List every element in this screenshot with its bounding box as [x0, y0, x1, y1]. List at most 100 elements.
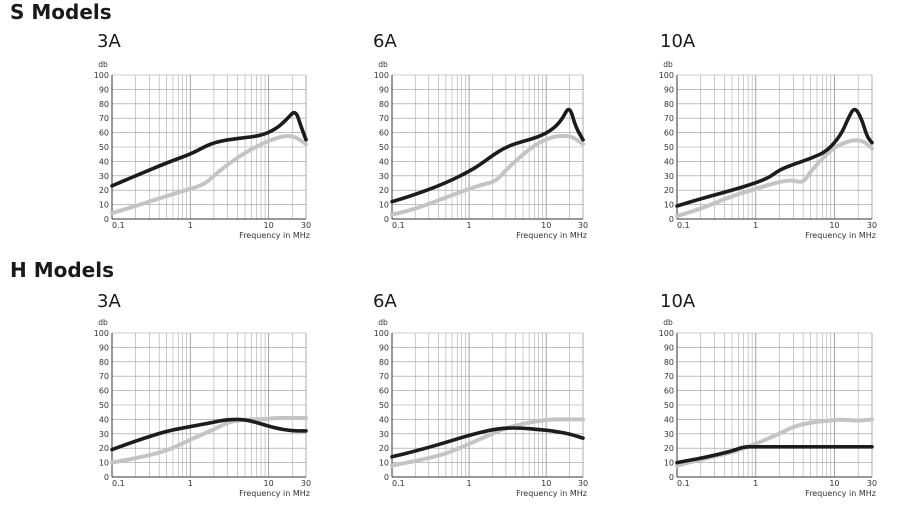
- y-tick-label: 50: [664, 401, 674, 410]
- y-tick-label: 30: [379, 430, 389, 439]
- y-tick-label: 90: [664, 343, 674, 352]
- y-tick-label: 100: [659, 71, 674, 80]
- x-tick-label: 1: [753, 221, 758, 230]
- y-tick-label: 60: [664, 129, 674, 138]
- y-tick-label: 40: [379, 157, 389, 166]
- x-tick-label: 10: [541, 221, 551, 230]
- y-tick-label: 100: [374, 329, 389, 338]
- y-tick-label: 0: [104, 473, 109, 482]
- y-tick-label: 30: [99, 172, 109, 181]
- x-tick-label: 10: [541, 479, 551, 488]
- y-tick-label: 10: [664, 459, 674, 468]
- y-tick-label: 100: [374, 71, 389, 80]
- series-line-dark: [675, 107, 874, 208]
- y-tick-label: 100: [94, 71, 109, 80]
- y-tick-label: 40: [379, 415, 389, 424]
- x-tick-label: 0.1: [112, 479, 125, 488]
- x-axis-label: Frequency in MHz: [239, 231, 310, 240]
- x-tick-label: 30: [578, 479, 588, 488]
- x-axis-label: Frequency in MHz: [805, 231, 876, 240]
- y-tick-label: 70: [379, 114, 389, 123]
- y-tick-label: 0: [669, 215, 674, 224]
- y-tick-label: 90: [379, 85, 389, 94]
- y-tick-label: 90: [99, 85, 109, 94]
- x-axis-label: Frequency in MHz: [805, 489, 876, 498]
- y-tick-label: 70: [379, 372, 389, 381]
- y-tick-label: 20: [99, 444, 109, 453]
- chart-title-s-6a: 6A: [373, 31, 397, 52]
- x-tick-label: 0.1: [677, 221, 690, 230]
- y-axis-label: db: [98, 318, 108, 327]
- y-tick-label: 10: [379, 459, 389, 468]
- x-tick-label: 30: [301, 479, 311, 488]
- y-tick-label: 90: [664, 85, 674, 94]
- x-tick-label: 30: [578, 221, 588, 230]
- y-tick-label: 10: [664, 201, 674, 210]
- y-tick-label: 50: [99, 401, 109, 410]
- x-tick-label: 0.1: [677, 479, 690, 488]
- y-tick-label: 10: [379, 201, 389, 210]
- series-line-dark: [110, 110, 308, 188]
- y-axis-label: db: [98, 60, 108, 69]
- y-tick-label: 0: [384, 215, 389, 224]
- x-axis-label: Frequency in MHz: [516, 231, 587, 240]
- y-axis-label: db: [663, 60, 673, 69]
- y-tick-label: 70: [99, 114, 109, 123]
- x-tick-label: 10: [829, 479, 839, 488]
- series-line-light: [390, 417, 585, 468]
- y-tick-label: 60: [379, 129, 389, 138]
- y-tick-label: 20: [379, 186, 389, 195]
- y-tick-label: 40: [99, 415, 109, 424]
- y-tick-label: 20: [664, 444, 674, 453]
- x-axis-label: Frequency in MHz: [239, 489, 310, 498]
- chart-title-s-3a: 3A: [97, 31, 121, 52]
- x-tick-label: 30: [867, 221, 877, 230]
- series-line-light: [390, 133, 585, 217]
- y-tick-label: 50: [379, 401, 389, 410]
- section-title-s-models: S Models: [10, 0, 112, 24]
- series-line-dark: [390, 107, 585, 204]
- y-tick-label: 40: [664, 415, 674, 424]
- y-tick-label: 80: [379, 358, 389, 367]
- y-tick-label: 10: [99, 459, 109, 468]
- y-tick-label: 90: [379, 343, 389, 352]
- y-tick-label: 30: [664, 172, 674, 181]
- x-tick-label: 0.1: [112, 221, 125, 230]
- x-tick-label: 30: [301, 221, 311, 230]
- x-tick-label: 30: [867, 479, 877, 488]
- y-tick-label: 60: [99, 387, 109, 396]
- series-line-light: [110, 133, 308, 216]
- y-tick-label: 60: [99, 129, 109, 138]
- series-line-dark: [675, 444, 874, 465]
- y-tick-label: 50: [99, 143, 109, 152]
- chart-title-h-6a: 6A: [373, 291, 397, 312]
- y-tick-label: 40: [664, 157, 674, 166]
- y-tick-label: 80: [664, 100, 674, 109]
- y-axis-label: db: [378, 318, 388, 327]
- y-tick-label: 30: [664, 430, 674, 439]
- x-tick-label: 1: [467, 221, 472, 230]
- series-line-dark: [390, 426, 585, 459]
- x-tick-label: 0.1: [392, 479, 405, 488]
- y-tick-label: 100: [94, 329, 109, 338]
- y-tick-label: 80: [99, 358, 109, 367]
- series-line-light: [110, 416, 308, 465]
- y-tick-label: 0: [104, 215, 109, 224]
- y-tick-label: 50: [664, 143, 674, 152]
- y-tick-label: 100: [659, 329, 674, 338]
- y-tick-label: 80: [664, 358, 674, 367]
- y-tick-label: 0: [669, 473, 674, 482]
- y-tick-label: 30: [379, 172, 389, 181]
- y-tick-label: 80: [379, 100, 389, 109]
- y-tick-label: 20: [664, 186, 674, 195]
- y-tick-label: 60: [379, 387, 389, 396]
- y-tick-label: 80: [99, 100, 109, 109]
- y-tick-label: 60: [664, 387, 674, 396]
- x-tick-label: 10: [829, 221, 839, 230]
- y-tick-label: 50: [379, 143, 389, 152]
- y-tick-label: 20: [379, 444, 389, 453]
- chart-title-h-10a: 10A: [660, 291, 696, 312]
- y-axis-label: db: [663, 318, 673, 327]
- y-tick-label: 20: [99, 186, 109, 195]
